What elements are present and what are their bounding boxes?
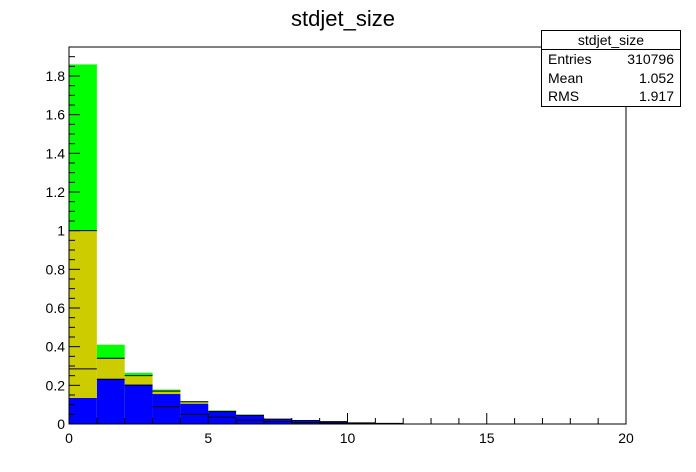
y-axis: 0 0.2 0.4 0.6 0.8 1 1.2 1.4 1.6 1.8 xyxy=(46,56,80,432)
stats-label: RMS xyxy=(548,88,580,104)
stats-row-mean: Mean 1.052 xyxy=(542,69,680,88)
y-tick-label: 1 xyxy=(57,223,65,239)
histogram-bar xyxy=(152,391,181,395)
y-tick-label: 0.4 xyxy=(46,339,66,355)
histogram-bar xyxy=(96,378,125,424)
x-tick-label: 15 xyxy=(479,430,495,446)
y-tick-label: 0 xyxy=(57,416,65,432)
x-tick-label: 20 xyxy=(618,430,634,446)
y-tick-label: 0.6 xyxy=(46,300,66,316)
x-axis: 0 5 10 15 20 xyxy=(65,413,634,446)
y-tick-label: 1.6 xyxy=(46,107,66,123)
histogram-bar xyxy=(124,384,153,424)
histogram-bar xyxy=(180,402,209,404)
histogram-bar xyxy=(124,375,153,385)
histogram-bar xyxy=(96,344,125,359)
histogram-bar xyxy=(69,397,97,424)
y-tick-label: 1.2 xyxy=(46,184,66,200)
y-tick-label: 1.8 xyxy=(46,68,66,84)
stats-box: stdjet_size Entries 310796 Mean 1.052 RM… xyxy=(541,30,681,107)
x-tick-label: 5 xyxy=(204,430,212,446)
histogram-bar xyxy=(124,372,153,376)
x-tick-label: 0 xyxy=(65,430,73,446)
stats-row-entries: Entries 310796 xyxy=(542,50,680,69)
y-tick-label: 0.8 xyxy=(46,261,66,277)
histogram-bar xyxy=(152,394,181,424)
stats-value: 1.917 xyxy=(638,88,674,104)
y-tick-label: 1.4 xyxy=(46,145,66,161)
x-tick-label: 10 xyxy=(340,430,356,446)
stats-label: Mean xyxy=(548,69,584,86)
histogram-bar xyxy=(69,64,97,231)
histogram-bar xyxy=(152,389,181,392)
histogram-bar xyxy=(96,358,125,379)
y-tick-label: 0.2 xyxy=(46,377,66,393)
chart-title: stdjet_size xyxy=(291,6,395,31)
histogram-bars xyxy=(69,64,404,424)
stats-row-rms: RMS 1.917 xyxy=(542,87,680,106)
stats-box-title: stdjet_size xyxy=(542,31,680,50)
stats-value: 1.052 xyxy=(638,69,674,86)
histogram-bar xyxy=(69,230,97,398)
stats-label: Entries xyxy=(548,51,592,67)
stats-value: 310796 xyxy=(627,51,674,67)
